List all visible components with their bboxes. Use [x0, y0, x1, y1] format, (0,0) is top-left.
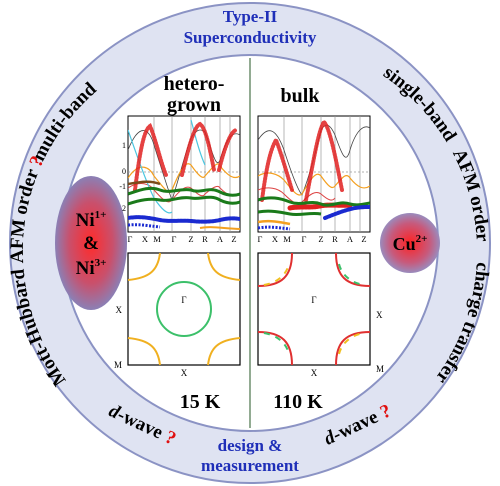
left-energy-tick-0: 0	[122, 167, 126, 176]
top-title-line2: Superconductivity	[184, 28, 317, 47]
left-panel-title-line2: grown	[167, 94, 221, 116]
right-panel-title: bulk	[281, 85, 321, 107]
right-kpath-label: A	[347, 234, 354, 244]
bottom-title-line1: design &	[218, 436, 283, 455]
left-energy-tick-m1: -1	[119, 182, 126, 191]
ni-ion-badge: Ni1+ & Ni3+	[55, 176, 127, 310]
svg-text:Ni3+: Ni3+	[76, 257, 107, 279]
left-kpath-label: R	[202, 234, 208, 244]
right-kpath-label: Γ	[302, 234, 307, 244]
cu-ion-badge: Cu2+	[380, 213, 440, 273]
bottom-title-line2: measurement	[201, 456, 299, 475]
right-fermi-surface: Γ	[257, 252, 371, 366]
right-kpath-label: R	[332, 234, 338, 244]
left-fs-x-label-left: X	[116, 305, 123, 315]
right-kpath-label: Z	[318, 234, 323, 244]
left-kpath-label: A	[217, 234, 224, 244]
right-kpath-label: Γ	[258, 234, 263, 244]
left-energy-tick-1: 1	[122, 141, 126, 150]
left-kpath-label: M	[153, 234, 161, 244]
left-temperature: 15 K	[180, 391, 221, 413]
left-band-structure: 1 0 -1 -2 -3 Γ X M Γ Z R A Z	[119, 115, 241, 244]
left-panel-title-line1: hetero-	[164, 73, 225, 95]
left-energy-tick-m2: -2	[119, 204, 126, 213]
ni-amp: &	[83, 233, 99, 254]
right-kpath-label: Z	[361, 234, 366, 244]
svg-text:Ni1+: Ni1+	[76, 209, 107, 231]
right-kpath-label: M	[283, 234, 291, 244]
left-kpath-label: Γ	[128, 234, 133, 244]
left-fs-x-label-bottom: X	[181, 368, 188, 378]
left-kpath-label: Γ	[172, 234, 177, 244]
right-kpath-labels: Γ X M Γ Z R A Z	[258, 234, 367, 244]
right-fs-m-label: M	[376, 364, 384, 374]
left-kpath-label: Z	[188, 234, 193, 244]
left-kpath-label: Z	[231, 234, 236, 244]
left-fermi-surface: Γ	[127, 252, 241, 366]
left-fs-gamma-label: Γ	[181, 295, 186, 305]
right-fs-gamma-label: Γ	[311, 295, 316, 305]
left-fs-m-label: M	[114, 360, 122, 370]
right-fs-x-label-right: X	[376, 310, 383, 320]
right-kpath-label: X	[272, 234, 278, 244]
right-band-structure: Γ X M Γ Z R A Z	[257, 115, 371, 244]
right-temperature: 110 K	[273, 391, 323, 413]
left-kpath-labels: Γ X M Γ Z R A Z	[128, 234, 237, 244]
svg-text:Cu2+: Cu2+	[393, 233, 428, 254]
left-kpath-label: X	[142, 234, 148, 244]
right-fs-x-label-bottom: X	[311, 368, 318, 378]
top-title-line1: Type-II	[223, 7, 278, 26]
